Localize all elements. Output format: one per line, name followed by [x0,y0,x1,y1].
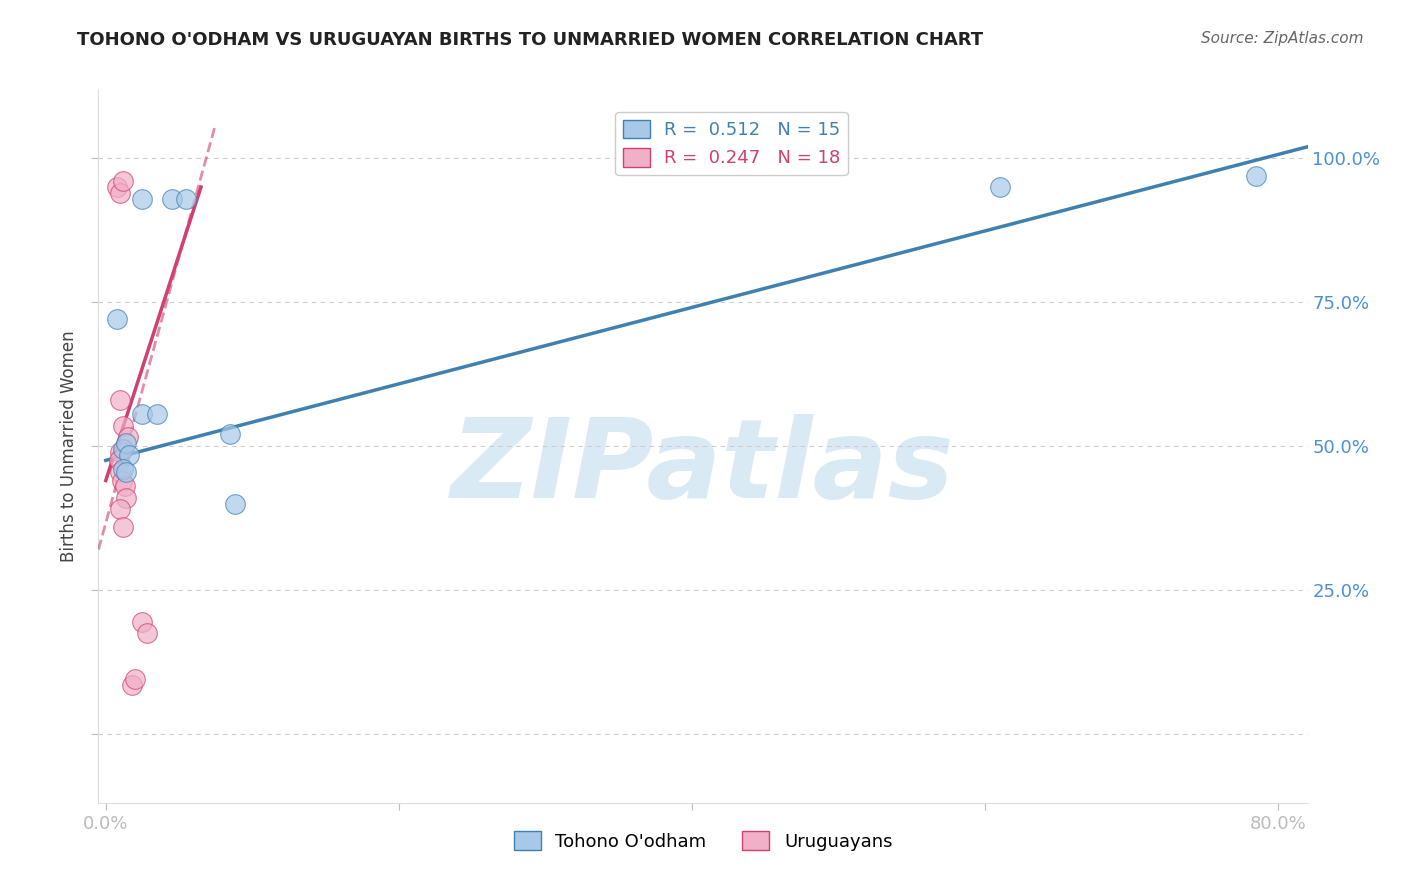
Point [131,192,153,206]
Point [112,442,135,456]
Point [112,174,135,188]
Point [112,462,135,476]
Point [131,408,153,422]
Point [110,502,132,516]
Point [135,626,157,640]
Y-axis label: Births to Unmarried Women: Births to Unmarried Women [60,330,79,562]
Legend: Tohono O'odham, Uruguayans: Tohono O'odham, Uruguayans [506,824,900,858]
Point [131,615,153,629]
Point [160,192,183,206]
Point [111,474,134,488]
Point [117,430,139,444]
Point [1246,169,1268,183]
Point [118,448,141,462]
Point [115,491,138,505]
Text: TOHONO O'ODHAM VS URUGUAYAN BIRTHS TO UNMARRIED WOMEN CORRELATION CHART: TOHONO O'ODHAM VS URUGUAYAN BIRTHS TO UN… [77,31,983,49]
Point [146,408,169,422]
Point [224,497,246,511]
Point [988,180,1011,194]
Text: Source: ZipAtlas.com: Source: ZipAtlas.com [1201,31,1364,46]
Point [112,519,135,533]
Point [110,444,132,458]
Point [107,312,129,326]
Point [114,479,136,493]
Point [110,186,132,200]
Point [121,678,143,692]
Point [176,192,198,206]
Point [219,427,242,442]
Text: ZIPatlas: ZIPatlas [451,414,955,521]
Point [108,453,131,467]
Point [115,436,138,450]
Point [112,418,135,433]
Point [115,465,138,479]
Point [110,392,132,407]
Point [107,180,129,194]
Point [110,465,132,479]
Point [124,672,146,686]
